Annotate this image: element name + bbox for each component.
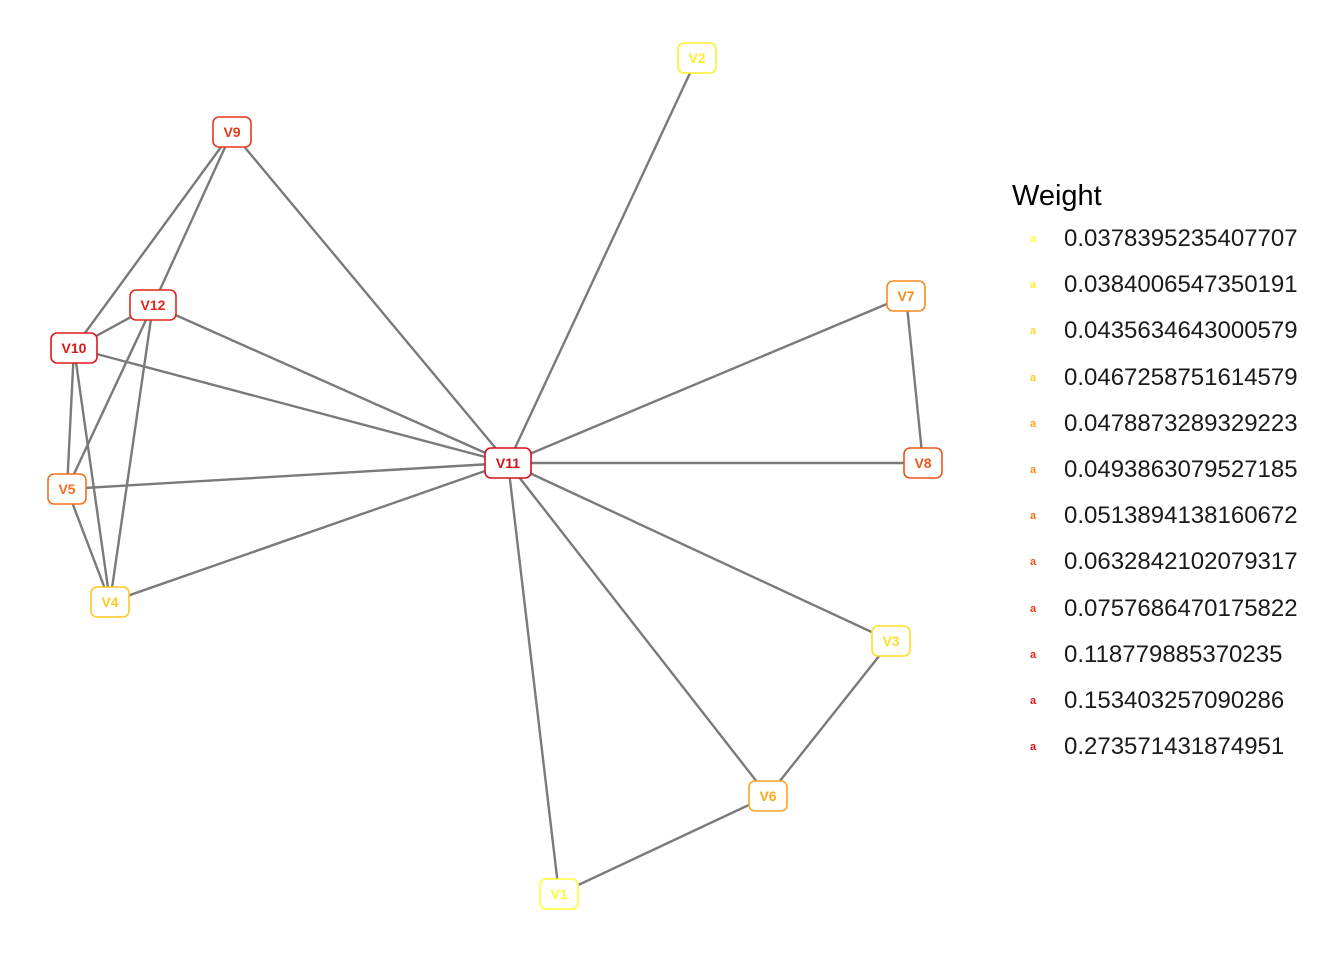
- legend-key-glyph: a: [1030, 417, 1037, 430]
- edge-v11-v1: [506, 462, 561, 895]
- node-box: [212, 116, 252, 148]
- node-v1[interactable]: V1: [539, 878, 579, 910]
- node-box: [50, 332, 98, 364]
- edge-v12-v5: [65, 304, 155, 490]
- legend-label: 0.0513894138160672: [1064, 502, 1298, 530]
- node-box: [871, 625, 911, 657]
- legend-label: 0.0467258751614579: [1064, 363, 1298, 391]
- legend-key-glyph: a: [1030, 279, 1037, 292]
- edge-v3-v6: [767, 640, 892, 797]
- legend-item: a 0.0493863079527185: [1012, 447, 1298, 493]
- legend-key-glyph: a: [1030, 325, 1037, 338]
- edge-v11-v2: [506, 57, 699, 464]
- node-v8[interactable]: V8: [903, 447, 943, 479]
- legend-title: Weight: [1012, 180, 1102, 212]
- edge-v5-v4: [65, 488, 112, 603]
- node-label: V6: [759, 788, 776, 804]
- edge-v10-v5: [65, 347, 76, 490]
- legend-label: 0.0378395235407707: [1064, 225, 1298, 252]
- legend-key-glyph: a: [1030, 694, 1037, 707]
- node-label: V11: [496, 455, 520, 471]
- node-v11[interactable]: V11: [484, 447, 532, 479]
- edge-v6-v1: [558, 794, 769, 896]
- legend-label: 0.118779885370235: [1064, 640, 1283, 668]
- legend-label: 0.0757686470175822: [1064, 594, 1298, 622]
- legend-key-glyph: a: [1030, 602, 1037, 615]
- legend-label: 0.0478873289329223: [1064, 409, 1298, 437]
- node-box: [748, 780, 788, 812]
- node-v9[interactable]: V9: [212, 116, 252, 148]
- node-layer: V1 V2 V3 V4 V5 V6 V7 V8 V9 V10 V11 V12: [47, 42, 943, 910]
- legend-label: 0.0493863079527185: [1064, 455, 1298, 483]
- node-label: V10: [62, 340, 87, 356]
- legend-item: a 0.0757686470175822: [1012, 586, 1298, 632]
- edge-layer: [65, 57, 925, 896]
- node-v6[interactable]: V6: [748, 780, 788, 812]
- node-v3[interactable]: V3: [871, 625, 911, 657]
- legend-items: a 0.0378395235407707 a 0.0384006547350191 a 0…: [1012, 216, 1298, 770]
- legend-label: 0.0632842102079317: [1064, 548, 1298, 576]
- legend-label: 0.0435634643000579: [1064, 317, 1298, 345]
- legend-key-glyph: a: [1030, 371, 1037, 384]
- legend-item: a 0.0478873289329223: [1012, 401, 1298, 447]
- node-v12[interactable]: V12: [129, 289, 177, 321]
- node-label: V2: [688, 50, 705, 66]
- node-v10[interactable]: V10: [50, 332, 98, 364]
- legend-label: 0.0384006547350191: [1064, 271, 1298, 299]
- edge-v11-v5: [66, 461, 509, 491]
- legend-item: a 0.153403257090286: [1012, 678, 1284, 724]
- legend-key-glyph: a: [1030, 741, 1037, 754]
- node-box: [903, 447, 943, 479]
- edge-v12-v4: [108, 304, 155, 603]
- node-box: [677, 42, 717, 74]
- edge-v11-v6: [507, 462, 769, 797]
- legend-item: a 0.0435634643000579: [1012, 308, 1298, 354]
- edge-v11-v12: [152, 303, 509, 465]
- node-box: [484, 447, 532, 479]
- node-label: V3: [882, 633, 899, 649]
- node-box: [90, 586, 130, 618]
- edge-v11-v9: [231, 131, 509, 464]
- node-label: V12: [141, 297, 166, 313]
- legend-key-glyph: a: [1030, 648, 1037, 661]
- node-v5[interactable]: V5: [47, 473, 87, 505]
- edge-v11-v7: [507, 294, 907, 465]
- network-graph: V1 V2 V3 V4 V5 V6 V7 V8 V9 V10 V11 V12: [47, 42, 943, 910]
- edge-v9-v10: [73, 131, 233, 349]
- edge-v11-v4: [109, 461, 509, 604]
- legend-item: a 0.273571431874951: [1012, 724, 1284, 770]
- legend-label: 0.273571431874951: [1064, 733, 1285, 761]
- edge-v9-v12: [151, 131, 234, 306]
- node-box: [886, 280, 926, 312]
- node-label: V4: [101, 594, 118, 610]
- legend-label: 0.153403257090286: [1064, 686, 1285, 714]
- legend: Weight a 0.0378395235407707 a 0.03840065473…: [1012, 176, 1298, 770]
- node-v4[interactable]: V4: [90, 586, 130, 618]
- legend-item: a 0.118779885370235: [1012, 632, 1282, 678]
- legend-item: a 0.0632842102079317: [1012, 539, 1298, 585]
- node-label: V8: [914, 455, 931, 471]
- node-label: V5: [58, 481, 75, 497]
- legend-key-glyph: a: [1030, 463, 1037, 476]
- node-box: [47, 473, 87, 505]
- legend-item: a 0.0384006547350191: [1012, 262, 1298, 308]
- node-v2[interactable]: V2: [677, 42, 717, 74]
- node-label: V7: [897, 288, 914, 304]
- edge-v11-v10: [73, 346, 509, 465]
- node-box: [539, 878, 579, 910]
- legend-key-glyph: a: [1030, 233, 1037, 245]
- edge-v11-v3: [507, 461, 892, 643]
- node-label: V1: [550, 886, 567, 902]
- edge-v10-v4: [72, 347, 112, 603]
- node-label: V9: [223, 124, 240, 140]
- node-v7[interactable]: V7: [886, 280, 926, 312]
- legend-key-glyph: a: [1030, 556, 1037, 569]
- legend-key-glyph: a: [1030, 510, 1037, 523]
- legend-item: a 0.0467258751614579: [1012, 355, 1298, 401]
- legend-item: a 0.0513894138160672: [1012, 493, 1298, 539]
- legend-item: a 0.0378395235407707: [1012, 216, 1298, 262]
- edge-v7-v8: [904, 295, 925, 464]
- node-box: [129, 289, 177, 321]
